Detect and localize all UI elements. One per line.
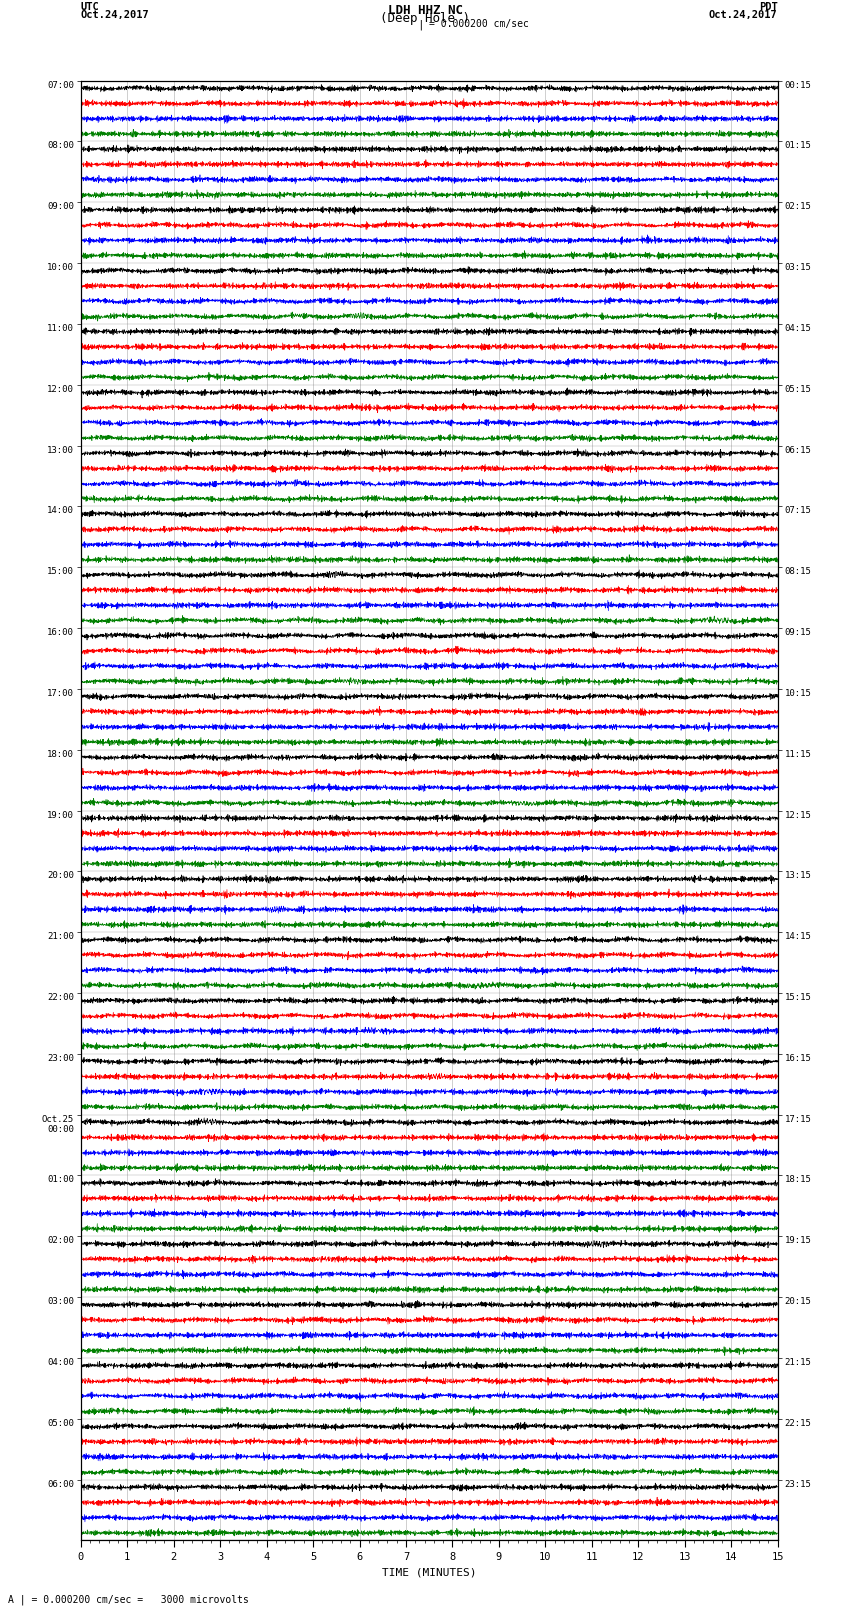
Text: PDT: PDT [759, 3, 778, 13]
X-axis label: TIME (MINUTES): TIME (MINUTES) [382, 1568, 477, 1578]
Text: (Deep Hole ): (Deep Hole ) [380, 11, 470, 26]
Text: UTC: UTC [81, 3, 99, 13]
Text: |: | [417, 19, 424, 31]
Text: Oct.24,2017: Oct.24,2017 [81, 11, 150, 21]
Text: LDH HHZ NC: LDH HHZ NC [388, 5, 462, 18]
Text: = 0.000200 cm/sec: = 0.000200 cm/sec [429, 19, 529, 29]
Text: A | = 0.000200 cm/sec =   3000 microvolts: A | = 0.000200 cm/sec = 3000 microvolts [8, 1594, 249, 1605]
Text: Oct.24,2017: Oct.24,2017 [709, 11, 778, 21]
